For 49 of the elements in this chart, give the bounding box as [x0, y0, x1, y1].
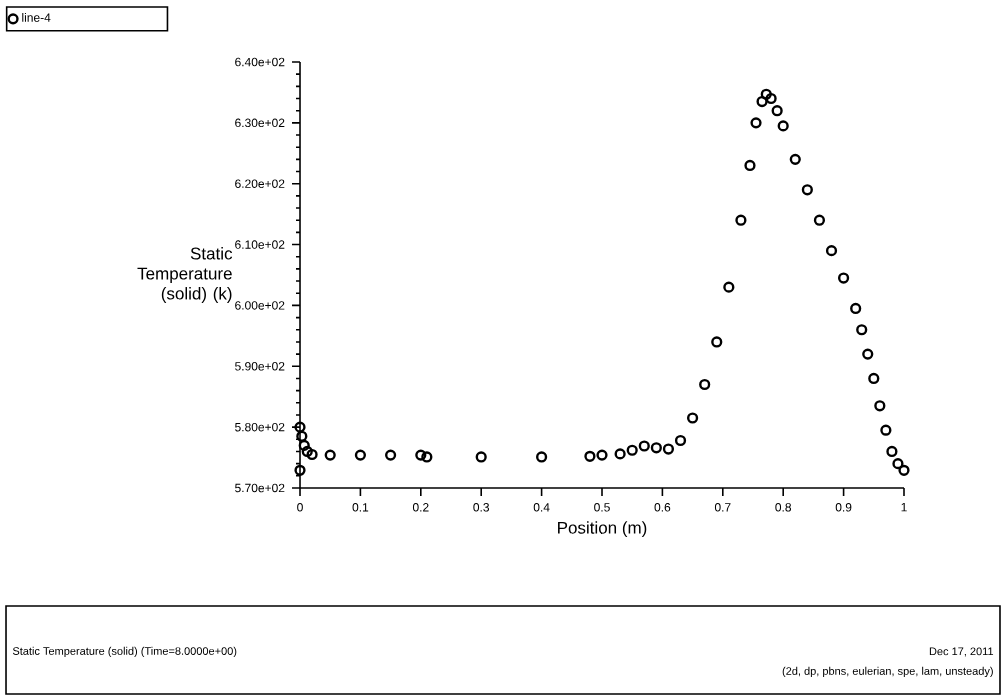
point	[306, 448, 318, 461]
point	[296, 430, 308, 442]
point	[421, 451, 433, 463]
point	[760, 88, 772, 100]
point	[475, 451, 487, 463]
point	[711, 336, 723, 348]
point	[415, 449, 427, 461]
point	[856, 324, 868, 336]
point	[298, 439, 310, 451]
point	[674, 434, 687, 447]
point	[354, 449, 367, 461]
y-axis-title: Static Temperature (solid) (k)	[137, 247, 233, 303]
point	[294, 421, 306, 433]
point	[789, 153, 801, 165]
point	[744, 159, 756, 172]
point	[892, 458, 904, 470]
point	[638, 440, 650, 452]
point	[886, 445, 898, 458]
point	[662, 443, 675, 455]
point	[723, 281, 735, 293]
point	[801, 184, 813, 196]
point	[385, 449, 397, 461]
x-axis-title: Position (m)	[558, 521, 647, 538]
point	[294, 464, 306, 476]
point	[750, 117, 762, 129]
point	[650, 442, 662, 454]
point	[777, 120, 789, 132]
point	[687, 412, 699, 424]
point	[862, 348, 874, 360]
point	[756, 95, 768, 108]
point	[874, 400, 886, 412]
point	[536, 451, 548, 463]
point	[735, 214, 747, 226]
point	[699, 378, 711, 391]
point	[898, 464, 910, 476]
point	[584, 450, 596, 462]
point	[626, 444, 638, 456]
point	[868, 372, 880, 385]
point	[825, 245, 838, 257]
point	[596, 449, 608, 461]
point	[880, 424, 892, 436]
point	[771, 105, 783, 117]
point	[614, 448, 626, 460]
point	[324, 449, 336, 461]
point	[813, 214, 826, 226]
point	[301, 445, 313, 458]
point	[837, 272, 850, 284]
point	[765, 92, 777, 105]
point	[850, 302, 862, 315]
